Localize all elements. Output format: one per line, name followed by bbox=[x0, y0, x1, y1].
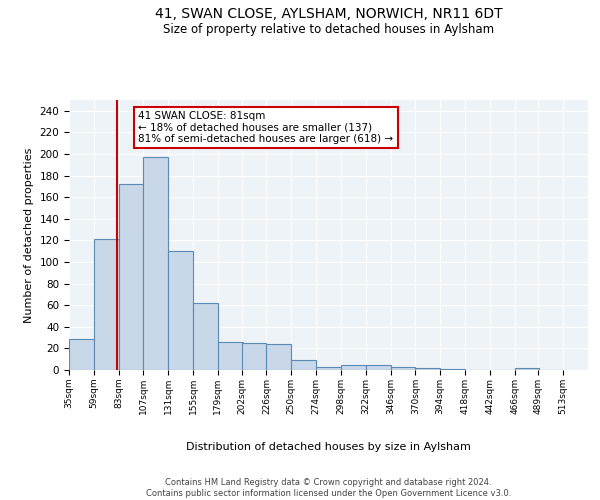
Bar bbox=[391, 367, 415, 370]
Bar bbox=[515, 368, 539, 370]
Bar bbox=[193, 303, 218, 370]
Y-axis label: Number of detached properties: Number of detached properties bbox=[24, 148, 34, 322]
Text: Contains HM Land Registry data © Crown copyright and database right 2024.
Contai: Contains HM Land Registry data © Crown c… bbox=[146, 478, 511, 498]
Bar bbox=[316, 367, 341, 370]
Bar bbox=[440, 369, 465, 370]
Bar bbox=[119, 184, 143, 370]
Bar bbox=[415, 368, 440, 370]
Bar bbox=[218, 342, 242, 370]
Bar bbox=[168, 251, 193, 370]
Bar bbox=[143, 157, 168, 370]
Bar bbox=[94, 240, 119, 370]
Bar bbox=[69, 338, 94, 370]
Text: Distribution of detached houses by size in Aylsham: Distribution of detached houses by size … bbox=[187, 442, 471, 452]
Bar bbox=[366, 364, 391, 370]
Bar bbox=[341, 364, 366, 370]
Text: 41, SWAN CLOSE, AYLSHAM, NORWICH, NR11 6DT: 41, SWAN CLOSE, AYLSHAM, NORWICH, NR11 6… bbox=[155, 8, 503, 22]
Bar bbox=[242, 343, 266, 370]
Text: 41 SWAN CLOSE: 81sqm
← 18% of detached houses are smaller (137)
81% of semi-deta: 41 SWAN CLOSE: 81sqm ← 18% of detached h… bbox=[139, 111, 394, 144]
Text: Size of property relative to detached houses in Aylsham: Size of property relative to detached ho… bbox=[163, 22, 494, 36]
Bar bbox=[266, 344, 291, 370]
Bar bbox=[291, 360, 316, 370]
